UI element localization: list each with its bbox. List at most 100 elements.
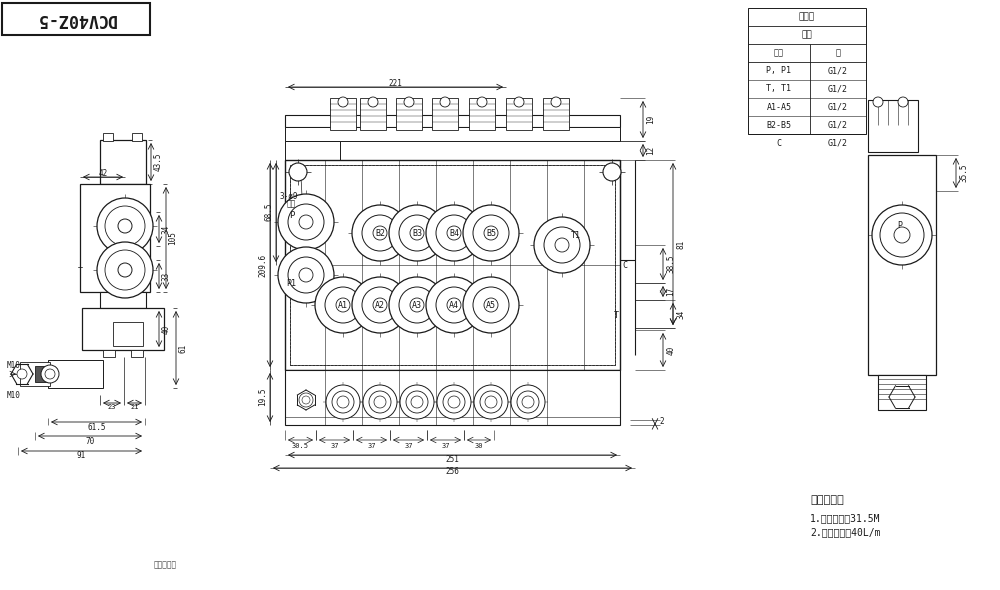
Circle shape <box>477 97 487 107</box>
Circle shape <box>278 194 334 250</box>
Circle shape <box>485 396 497 408</box>
Text: 251: 251 <box>445 454 459 464</box>
Bar <box>103 133 113 141</box>
Circle shape <box>484 298 498 312</box>
Text: 技术参数：: 技术参数： <box>810 495 844 505</box>
Circle shape <box>437 385 471 419</box>
Bar <box>396 98 422 130</box>
Circle shape <box>410 226 424 240</box>
Text: A1-A5: A1-A5 <box>767 103 792 112</box>
Bar <box>48 360 103 388</box>
Circle shape <box>406 391 428 413</box>
Circle shape <box>389 205 445 261</box>
Text: 12: 12 <box>646 146 656 155</box>
Bar <box>80 184 150 292</box>
Circle shape <box>352 205 408 261</box>
Text: 35.5: 35.5 <box>960 164 968 182</box>
Bar <box>360 98 386 130</box>
Circle shape <box>404 97 414 107</box>
Text: 17: 17 <box>666 287 676 296</box>
Text: 91: 91 <box>77 451 86 461</box>
Circle shape <box>288 257 324 293</box>
Circle shape <box>288 204 324 240</box>
Text: 38.5: 38.5 <box>666 255 676 273</box>
Text: A2: A2 <box>375 300 385 310</box>
Text: 螺纹规: 螺纹规 <box>799 12 815 21</box>
Text: 37: 37 <box>367 443 376 449</box>
Text: DCV40Z-5: DCV40Z-5 <box>36 10 116 28</box>
Bar <box>469 98 495 130</box>
Text: 格: 格 <box>836 48 840 57</box>
Circle shape <box>337 396 349 408</box>
Text: 19.5: 19.5 <box>258 388 268 407</box>
Bar <box>330 98 356 130</box>
Text: T: T <box>78 267 82 277</box>
Text: A1: A1 <box>338 300 348 310</box>
Text: 81: 81 <box>676 240 686 248</box>
Bar <box>2 3 150 35</box>
Text: C: C <box>622 261 627 270</box>
Circle shape <box>399 287 435 323</box>
Bar <box>285 141 340 171</box>
Text: M10: M10 <box>7 360 21 369</box>
Circle shape <box>45 369 55 379</box>
Circle shape <box>373 226 387 240</box>
Circle shape <box>440 97 450 107</box>
Text: 21: 21 <box>130 404 139 410</box>
Circle shape <box>448 396 460 408</box>
Circle shape <box>443 391 465 413</box>
Circle shape <box>299 393 313 407</box>
Circle shape <box>474 385 508 419</box>
Circle shape <box>514 97 524 107</box>
Bar <box>506 98 532 130</box>
Circle shape <box>436 287 472 323</box>
Circle shape <box>463 205 519 261</box>
Text: G1/2: G1/2 <box>828 84 848 93</box>
Circle shape <box>463 277 519 333</box>
Text: B2-B5: B2-B5 <box>767 120 792 129</box>
Text: 40: 40 <box>666 345 676 355</box>
Text: 30: 30 <box>475 443 483 449</box>
Bar <box>131 350 143 357</box>
Circle shape <box>447 298 461 312</box>
Circle shape <box>399 215 435 251</box>
Bar <box>20 362 50 386</box>
Bar <box>868 155 936 375</box>
Circle shape <box>362 215 398 251</box>
Circle shape <box>480 391 502 413</box>
Circle shape <box>362 287 398 323</box>
Bar <box>878 375 926 410</box>
Circle shape <box>484 226 498 240</box>
Circle shape <box>473 215 509 251</box>
Text: P1: P1 <box>286 278 296 287</box>
Text: 42: 42 <box>98 169 108 179</box>
Bar <box>748 8 866 134</box>
Text: 流体压阅图: 流体压阅图 <box>153 560 177 569</box>
Bar <box>113 322 143 346</box>
Text: 70: 70 <box>85 437 95 445</box>
Circle shape <box>289 163 307 181</box>
Bar <box>35 366 49 382</box>
Circle shape <box>338 97 348 107</box>
Circle shape <box>410 298 424 312</box>
Circle shape <box>41 365 59 383</box>
Bar <box>290 165 615 365</box>
Text: 2.额定流量：40L/m: 2.额定流量：40L/m <box>810 527 881 537</box>
Circle shape <box>447 226 461 240</box>
Text: P: P <box>898 221 902 230</box>
Text: B4: B4 <box>449 228 459 238</box>
Text: 1.额定压力：31.5M: 1.额定压力：31.5M <box>810 513 881 523</box>
Text: G1/2: G1/2 <box>828 103 848 112</box>
Text: G1/2: G1/2 <box>828 139 848 148</box>
Circle shape <box>555 238 569 252</box>
Text: T1: T1 <box>571 231 581 241</box>
Text: 3-ø9: 3-ø9 <box>280 192 298 201</box>
Bar <box>290 165 615 365</box>
Circle shape <box>97 198 153 254</box>
Bar <box>285 115 620 127</box>
Text: T, T1: T, T1 <box>767 84 792 93</box>
Text: B3: B3 <box>412 228 422 238</box>
Text: 105: 105 <box>168 231 178 245</box>
Circle shape <box>374 396 386 408</box>
Circle shape <box>436 215 472 251</box>
